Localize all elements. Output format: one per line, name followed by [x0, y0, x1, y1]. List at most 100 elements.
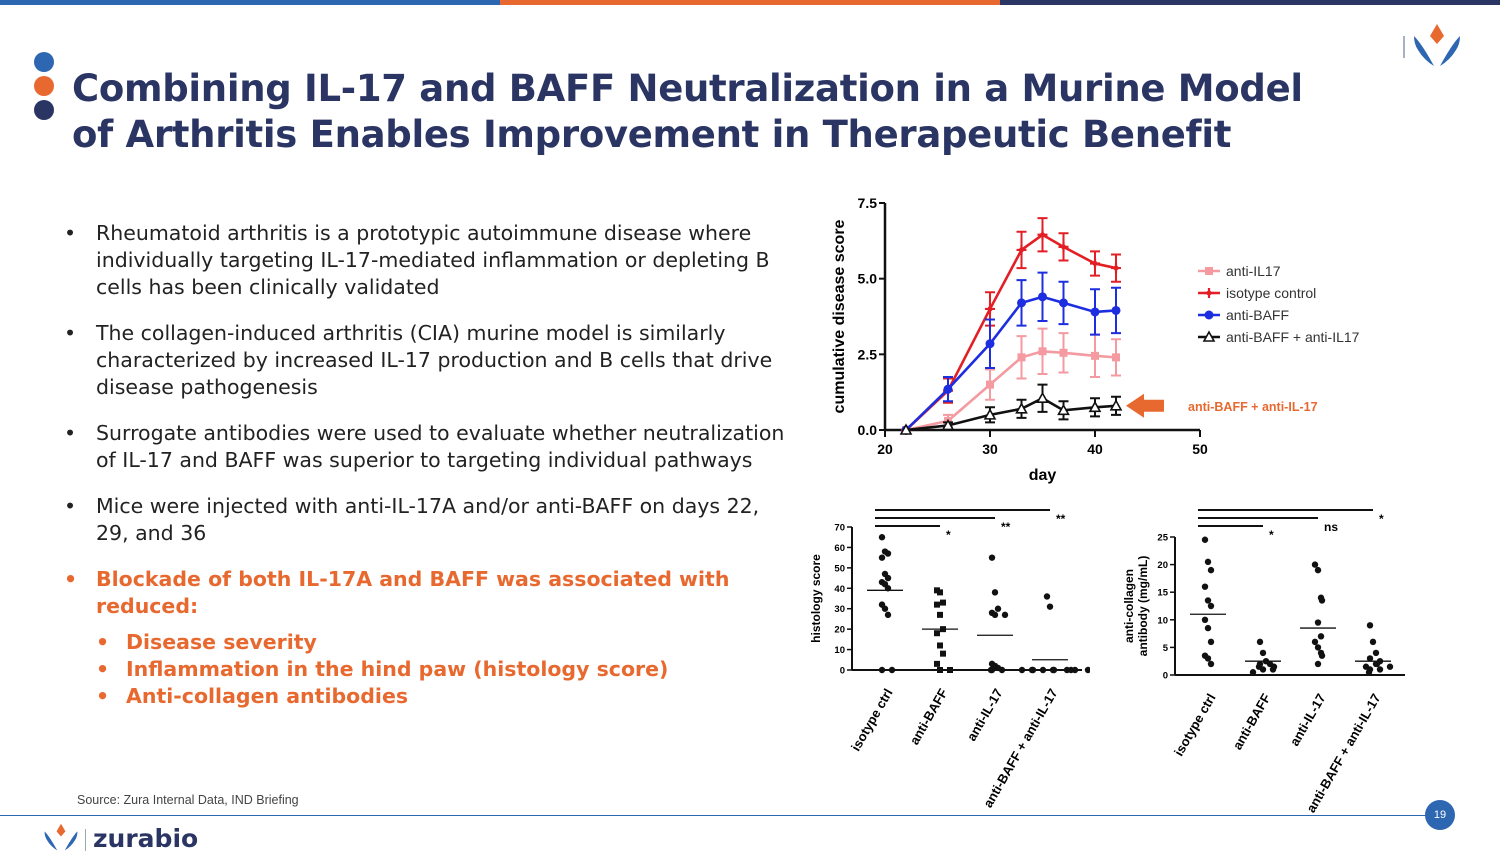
- series-line: [905, 233, 1117, 431]
- data-point: [1039, 666, 1047, 674]
- legend-label: isotype control: [1226, 285, 1316, 301]
- disease-score-line-chart: 0.0 2.5 5.0 7.5 20 30 40 50 day cumulative diseas…: [831, 195, 1360, 484]
- data-point: [1204, 597, 1212, 604]
- data-point: [1314, 660, 1322, 668]
- y-tick-label: 7.5: [858, 195, 878, 211]
- data-point: [1038, 292, 1047, 302]
- brand-name: zurabio: [93, 824, 199, 853]
- sub-bullet-item: • Anti-collagen antibodies: [64, 683, 794, 710]
- data-point: [1204, 558, 1212, 566]
- y-tick-label: 5: [1163, 643, 1169, 654]
- data-point: [934, 660, 940, 667]
- data-point: [1046, 603, 1054, 610]
- annotation-label: anti-BAFF + anti-IL-17: [1188, 400, 1318, 414]
- data-point: [1259, 649, 1267, 657]
- significance-label: ns: [1324, 520, 1338, 534]
- data-point: [991, 611, 999, 619]
- data-point: [899, 423, 913, 435]
- data-point: [884, 574, 892, 582]
- data-point: [878, 534, 886, 541]
- data-point: [1311, 561, 1319, 568]
- data-point: [1318, 597, 1326, 604]
- title-dots-decoration: [34, 52, 54, 124]
- data-point: [1057, 403, 1070, 416]
- data-point: [1084, 666, 1090, 674]
- y-axis-label: cumulative disease score: [831, 219, 848, 413]
- data-point: [998, 666, 1006, 674]
- legend-swatch-marker-cross: [1204, 288, 1214, 298]
- bullet-list: • Rheumatoid arthritis is a prototypic au…: [64, 220, 794, 710]
- data-point: [1059, 348, 1068, 357]
- page-number-badge: 19: [1425, 800, 1455, 830]
- data-point-cross: [985, 303, 995, 314]
- zurabio-logo-icon: [1403, 24, 1460, 66]
- bullet-marker: •: [64, 494, 77, 518]
- y-tick-label: 25: [1157, 533, 1168, 544]
- top-accent-bar-orange: [500, 0, 1000, 5]
- data-point: [1109, 399, 1123, 411]
- data-point: [881, 605, 889, 612]
- bullet-text: Mice were injected with anti-IL-17A and/…: [96, 494, 760, 545]
- y-tick-label: 10: [1157, 615, 1168, 626]
- data-point: [1028, 666, 1036, 674]
- y-tick-label: 20: [1157, 560, 1168, 571]
- bullet-marker: •: [64, 421, 77, 445]
- data-point: [1001, 611, 1009, 619]
- data-point: [937, 642, 943, 649]
- data-point: [1201, 616, 1209, 623]
- significance-label: *: [1379, 512, 1384, 526]
- y-axis-label: anti-collagen: [1122, 569, 1136, 643]
- data-point: [988, 554, 996, 561]
- y-tick-label: 5.0: [858, 271, 878, 287]
- data-point: [1059, 298, 1068, 308]
- data-point: [934, 601, 940, 608]
- category-label: isotype ctrl: [848, 686, 896, 754]
- data-point: [1201, 583, 1209, 590]
- bullet-marker: •: [64, 567, 78, 591]
- x-tick-label: 20: [877, 441, 893, 457]
- brand-separator: [85, 829, 86, 851]
- data-point: [940, 650, 946, 657]
- data-point: [1256, 638, 1264, 646]
- data-point: [941, 418, 955, 431]
- category-label: anti-BAFF: [907, 686, 951, 747]
- data-point: [1050, 666, 1058, 674]
- bullet-text: Surrogate antibodies were used to evalua…: [96, 421, 785, 472]
- data-point: [1269, 666, 1277, 673]
- data-point: [1207, 602, 1215, 610]
- data-point: [943, 384, 953, 394]
- y-tick-label: 30: [834, 604, 845, 615]
- legend-swatch-marker: [1204, 310, 1214, 320]
- data-point: [1207, 638, 1215, 646]
- footer-divider: [0, 815, 1430, 816]
- category-label: anti-BAFF: [1230, 691, 1274, 752]
- significance-label: *: [1269, 528, 1274, 542]
- data-point: [1207, 660, 1215, 668]
- bullet-item-highlight: • Blockade of both IL-17A and BAFF was as…: [64, 566, 794, 620]
- top-accent-bar-blue: [0, 0, 500, 5]
- data-point: [991, 589, 999, 596]
- data-point: [1311, 638, 1319, 646]
- slide-title: Combining IL-17 and BAFF Neutralization …: [72, 67, 1303, 156]
- data-point-cross: [1090, 258, 1100, 269]
- data-point: [1259, 666, 1267, 673]
- data-point: [1071, 666, 1079, 674]
- legend-swatch-marker: [1202, 330, 1216, 342]
- y-tick-label: 50: [834, 563, 845, 574]
- data-point: [1036, 391, 1049, 404]
- data-point: [1369, 638, 1377, 646]
- sub-bullet-text: Disease severity: [126, 630, 317, 654]
- annotation-arrow-icon: [1126, 393, 1164, 418]
- series-line: [905, 349, 1117, 432]
- data-point: [878, 554, 886, 561]
- data-point: [1112, 353, 1120, 362]
- data-point: [937, 667, 943, 673]
- data-point: [1372, 649, 1380, 657]
- data-point-cross: [1111, 263, 1121, 274]
- x-tick-label: 40: [1087, 441, 1103, 457]
- data-point: [1318, 652, 1326, 659]
- histology-score-scatter-chart: 0 10 20 30 40 50 60 70 histology score isotype ct…: [809, 509, 1090, 810]
- bullet-marker: •: [96, 657, 110, 681]
- y-tick-label: 60: [834, 543, 845, 554]
- data-point: [937, 589, 943, 596]
